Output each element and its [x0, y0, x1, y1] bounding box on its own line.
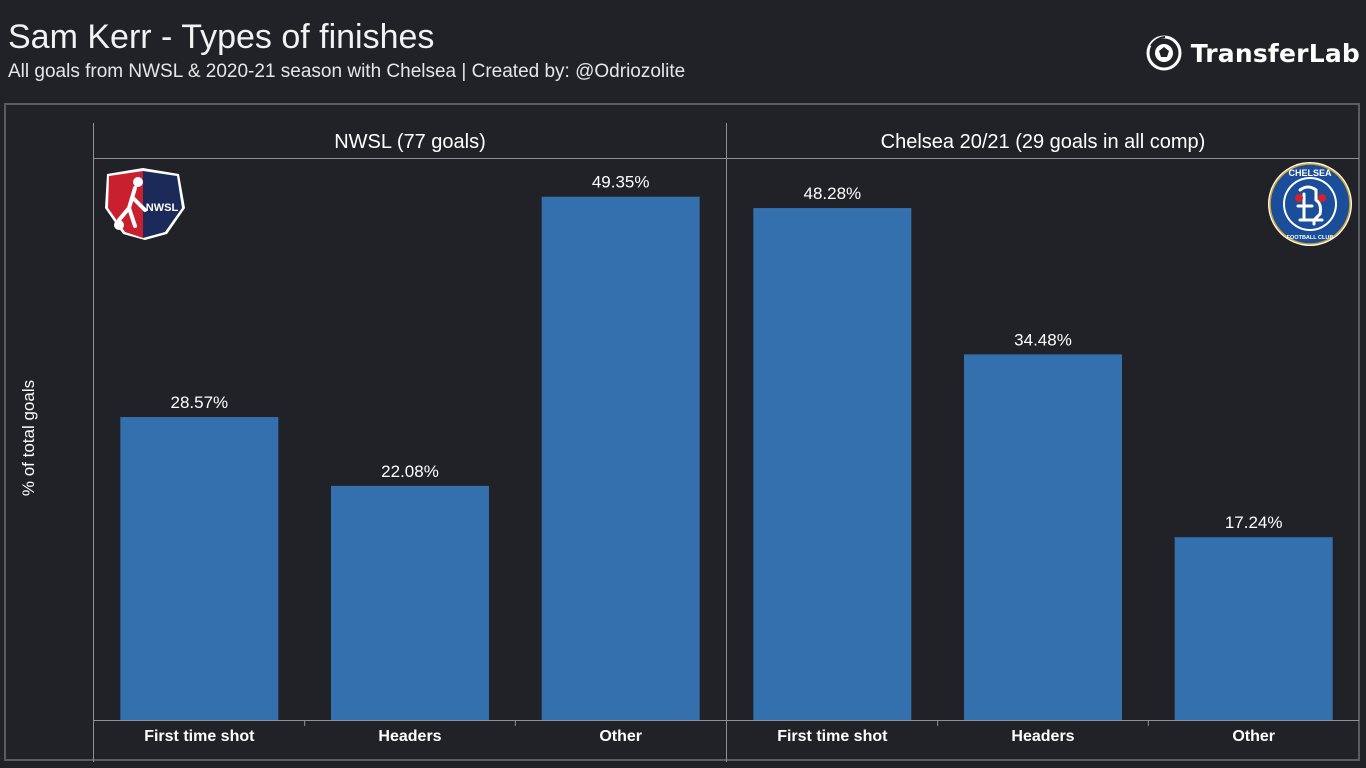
- chart-frame: [4, 103, 1360, 761]
- x-tick-label: First time shot: [144, 728, 255, 745]
- soccer-ball-icon: [1146, 35, 1182, 71]
- bar: [964, 354, 1122, 720]
- chart-subtitle: All goals from NWSL & 2020-21 season wit…: [8, 61, 686, 82]
- svg-text:NWSL: NWSL: [146, 202, 179, 214]
- bar: [1174, 537, 1333, 720]
- bar-value-label: 28.57%: [170, 393, 228, 412]
- chelsea-crest-logo: CHELSEA FOOTBALL CLUB: [1268, 162, 1352, 246]
- x-tick-label: Other: [599, 728, 642, 745]
- bar: [753, 208, 912, 720]
- panel-header: Chelsea 20/21 (29 goals in all comp): [881, 131, 1206, 153]
- brand-logo: TransferLab: [1145, 34, 1360, 72]
- svg-text:CHELSEA: CHELSEA: [1288, 168, 1332, 178]
- bar: [120, 417, 279, 720]
- chart-title: Sam Kerr - Types of finishes: [8, 18, 435, 56]
- x-tick-label: Other: [1232, 728, 1275, 745]
- bar: [331, 485, 489, 720]
- panel-header: NWSL (77 goals): [334, 131, 486, 153]
- x-tick-label: Headers: [378, 728, 441, 745]
- bar-value-label: 49.35%: [592, 173, 650, 192]
- svg-text:FOOTBALL CLUB: FOOTBALL CLUB: [1287, 235, 1334, 241]
- nwsl-logo: NWSL: [105, 168, 185, 240]
- x-tick-label: First time shot: [777, 728, 888, 745]
- bar-value-label: 34.48%: [1014, 330, 1072, 349]
- bar-value-label: 17.24%: [1225, 513, 1283, 532]
- bar-value-label: 22.08%: [381, 462, 439, 481]
- x-tick-label: Headers: [1011, 728, 1074, 745]
- bar-value-label: 48.28%: [803, 184, 861, 203]
- bar: [541, 196, 700, 720]
- brand-name: TransferLab: [1190, 38, 1360, 68]
